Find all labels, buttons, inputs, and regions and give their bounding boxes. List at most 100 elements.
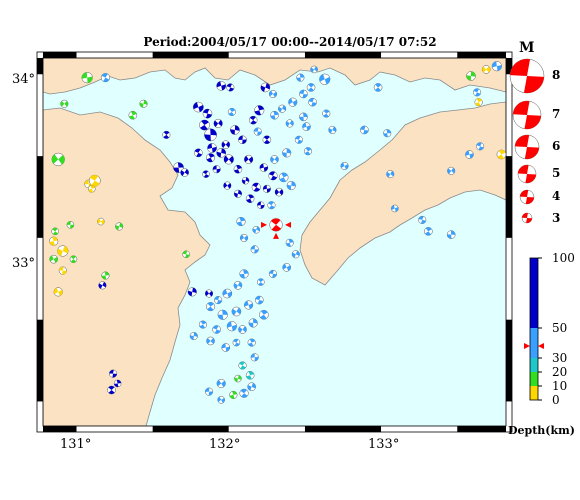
focal-mechanism — [446, 230, 456, 239]
focal-mechanism — [269, 218, 283, 232]
focal-mechanism — [282, 263, 291, 272]
focal-mechanisms — [49, 61, 507, 404]
focal-mechanism — [291, 250, 300, 259]
frame-segment — [506, 74, 512, 157]
focal-mechanism — [299, 112, 308, 122]
focal-mechanism — [259, 309, 269, 320]
focal-mechanism — [97, 217, 105, 226]
focal-mechanism — [69, 255, 78, 263]
focal-mechanism — [310, 65, 318, 74]
frame-segment — [381, 52, 458, 58]
magnitude-legend-ball — [509, 58, 545, 94]
focal-mechanism — [248, 115, 258, 125]
focal-mechanism — [285, 238, 294, 247]
focal-mechanism — [245, 371, 255, 380]
focal-mechanism — [206, 336, 215, 346]
focal-mechanism — [285, 119, 294, 128]
focal-mechanism — [306, 83, 316, 92]
mag-label-5: 5 — [552, 166, 561, 180]
magnitude-legend — [509, 58, 545, 224]
frame-segment — [506, 156, 512, 238]
focal-mechanism — [274, 187, 284, 197]
focal-mechanism — [234, 374, 242, 383]
frame-segment — [43, 426, 77, 432]
focal-mechanism — [58, 266, 67, 275]
focal-mechanism — [229, 390, 238, 399]
frame-segment — [37, 156, 43, 238]
focal-mechanism — [424, 227, 433, 236]
focal-mechanism — [474, 98, 483, 107]
focal-mechanism — [98, 281, 107, 290]
focal-mechanism — [383, 129, 392, 138]
focal-mechanism — [328, 125, 337, 134]
focal-mechanism — [268, 171, 278, 181]
frame-segment — [506, 401, 512, 426]
focal-mechanism — [247, 382, 256, 392]
focal-mechanism — [198, 320, 207, 329]
depth-tick-0: 0 — [552, 393, 560, 407]
period-title: Period:2004/05/17 00:00--2014/05/17 07:5… — [143, 35, 437, 49]
focal-mechanism — [238, 325, 247, 334]
focal-mechanism — [109, 369, 118, 378]
magnitude-legend-ball — [519, 189, 535, 205]
focal-mechanism — [251, 182, 261, 192]
mag-label-3: 3 — [552, 211, 561, 225]
focal-mechanism — [214, 296, 223, 305]
focal-mechanism — [465, 150, 474, 159]
focal-mechanism — [204, 289, 214, 298]
mag-label-7: 7 — [552, 107, 561, 121]
frame-segment — [381, 426, 458, 432]
lat-label-34: 34° — [12, 72, 36, 87]
focal-mechanism — [199, 119, 210, 131]
focal-mechanism — [257, 201, 265, 209]
focal-mechanism — [49, 254, 58, 264]
focal-mechanism — [57, 245, 69, 257]
focal-mechanism — [302, 122, 311, 131]
focal-mechanism — [294, 135, 303, 144]
focal-mechanism — [233, 281, 243, 290]
lon-label-133: 133° — [368, 437, 400, 452]
depth-band-0-10 — [530, 386, 538, 400]
focal-mechanism — [253, 127, 262, 136]
focal-mechanism — [466, 71, 476, 81]
frame-segment — [37, 401, 43, 426]
depth-tick-10: 10 — [552, 379, 568, 393]
focal-mechanism — [270, 155, 279, 164]
frame-segment — [152, 426, 229, 432]
focal-mechanism — [193, 101, 204, 113]
focal-mechanism — [288, 97, 298, 107]
focal-mechanism — [260, 82, 271, 93]
focal-mechanism — [238, 361, 247, 370]
focal-mechanism — [245, 194, 255, 203]
focal-mechanism — [322, 109, 331, 118]
focal-mechanism — [207, 143, 217, 153]
focal-mechanism — [496, 149, 507, 160]
frame-segment — [37, 58, 43, 75]
depth-tick-100: 100 — [552, 251, 575, 265]
focal-mechanism — [217, 309, 228, 320]
depth-tick-20: 20 — [552, 365, 568, 379]
lat-label-33: 33° — [12, 256, 36, 271]
focal-mechanism — [222, 288, 233, 299]
depth-tick-30: 30 — [552, 351, 568, 365]
focal-mechanism — [66, 221, 75, 229]
depth-unit-label: Depth(km) — [508, 424, 575, 437]
focal-mechanism — [204, 128, 217, 142]
focal-mechanism — [259, 163, 269, 172]
focal-mechanism — [226, 321, 237, 332]
kyushu-land — [43, 107, 211, 426]
focal-mechanism — [268, 89, 278, 99]
focal-mechanism — [262, 135, 272, 145]
focal-mechanism — [491, 61, 502, 72]
focal-mechanism — [238, 135, 247, 145]
shikoku-land — [299, 101, 506, 286]
focal-mechanism — [51, 152, 65, 167]
focal-mechanism — [250, 353, 259, 362]
focal-mechanism — [212, 325, 221, 334]
depth-band-30-50 — [530, 328, 538, 358]
focal-mechanism — [113, 379, 122, 388]
focal-mechanism — [232, 338, 241, 347]
frame-segment — [37, 319, 43, 402]
focal-mechanism — [101, 271, 110, 280]
frame-segment — [506, 58, 512, 75]
